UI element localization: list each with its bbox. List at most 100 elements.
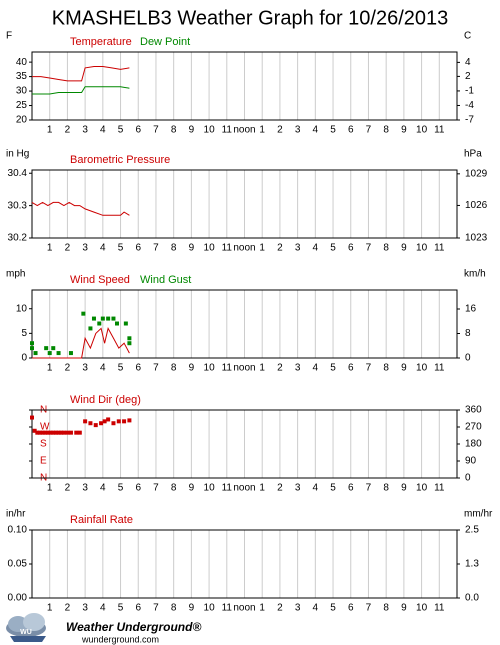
x-tick-label: 6 <box>135 125 141 136</box>
x-tick-label: 11 <box>434 243 445 254</box>
brand: Weather Underground® <box>66 620 201 634</box>
unit-left: in Hg <box>6 149 29 160</box>
x-tick-label: 6 <box>135 483 141 494</box>
x-tick-label: 4 <box>313 483 319 494</box>
unit-right: C <box>464 31 471 42</box>
x-tick-label: 3 <box>82 483 88 494</box>
y-tick-label: 25 <box>16 100 28 111</box>
x-tick-label: 8 <box>383 243 389 254</box>
x-tick-label: 4 <box>100 483 106 494</box>
point <box>97 321 102 326</box>
x-tick-label: 2 <box>277 243 283 254</box>
legend-entry: Wind Speed <box>70 274 130 286</box>
unit-right: km/h <box>464 269 486 280</box>
point <box>77 430 82 435</box>
y-tick-label: 0.00 <box>8 593 28 604</box>
x-tick-label: 9 <box>401 603 407 614</box>
y-tick-label: 10 <box>16 303 28 314</box>
series-line <box>32 66 130 82</box>
y2-tick-label: 270 <box>465 422 482 433</box>
x-tick-label: 10 <box>204 125 216 136</box>
y2-tick-label: -7 <box>465 115 474 126</box>
y-tick-label: 30.4 <box>8 168 28 179</box>
y-tick-label: 0 <box>21 353 27 364</box>
x-tick-label: 5 <box>118 603 124 614</box>
point <box>123 321 128 326</box>
x-tick-label: 3 <box>295 603 301 614</box>
x-tick-label: 1 <box>47 603 53 614</box>
series-line <box>32 327 130 359</box>
x-tick-label: 8 <box>171 243 177 254</box>
x-tick-label: 3 <box>82 363 88 374</box>
x-tick-label: 3 <box>295 363 301 374</box>
x-tick-label: noon <box>233 483 255 494</box>
series-line <box>31 201 130 216</box>
point <box>127 341 132 346</box>
x-tick-label: 7 <box>153 483 159 494</box>
point <box>59 430 64 435</box>
legend-entry: Rainfall Rate <box>70 514 133 526</box>
x-tick-label: 7 <box>153 603 159 614</box>
point <box>51 346 56 351</box>
x-tick-label: 10 <box>416 243 428 254</box>
x-tick-label: 2 <box>65 125 71 136</box>
x-tick-label: 7 <box>153 243 159 254</box>
x-tick-label: 1 <box>259 483 265 494</box>
x-tick-label: 8 <box>383 125 389 136</box>
x-tick-label: 11 <box>434 603 445 614</box>
x-tick-label: 5 <box>330 603 336 614</box>
x-tick-label: 2 <box>65 483 71 494</box>
point <box>44 346 49 351</box>
unit-right: mm/hr <box>464 509 493 520</box>
x-tick-label: 3 <box>82 243 88 254</box>
point <box>127 336 132 341</box>
x-tick-label: 11 <box>222 483 233 494</box>
point <box>48 430 53 435</box>
y2-tick-label: 2.5 <box>465 525 479 536</box>
x-tick-label: 6 <box>348 483 354 494</box>
x-tick-label: 2 <box>65 363 71 374</box>
y2-tick-label: 1026 <box>465 200 488 211</box>
point <box>56 430 61 435</box>
y2-tick-label: 0 <box>465 473 471 484</box>
x-tick-label: 8 <box>171 603 177 614</box>
point <box>81 311 86 316</box>
y2-tick-label: 180 <box>465 439 482 450</box>
x-tick-label: 5 <box>330 243 336 254</box>
x-tick-label: 1 <box>47 363 53 374</box>
y2-tick-label: 1.3 <box>465 559 479 570</box>
point <box>93 423 98 428</box>
brand-url: wunderground.com <box>81 634 159 644</box>
x-tick-label: 10 <box>204 483 216 494</box>
x-tick-label: 2 <box>277 483 283 494</box>
plot-border <box>31 169 458 239</box>
y-tick-label: 35 <box>16 71 28 82</box>
y2-tick-label: 4 <box>465 57 471 68</box>
panel: 1 2 3 4 5 6 7 8 9 10 11 noon 1 2 3 4 5 6 7 8 9 10 112025303540… <box>6 31 474 136</box>
x-tick-label: 8 <box>383 603 389 614</box>
x-tick-label: 3 <box>82 125 88 136</box>
x-tick-label: 7 <box>366 483 372 494</box>
x-tick-label: 10 <box>416 125 428 136</box>
y-tick-label: 30 <box>16 86 28 97</box>
x-tick-label: 2 <box>277 125 283 136</box>
point <box>106 316 111 321</box>
point <box>74 430 79 435</box>
x-tick-label: 7 <box>153 125 159 136</box>
x-tick-label: 8 <box>171 363 177 374</box>
y2-tick-label: 0.0 <box>465 593 479 604</box>
y2-tick-label: 1029 <box>465 168 488 179</box>
point <box>100 316 105 321</box>
unit-left: F <box>6 31 12 42</box>
y2-tick-label: -4 <box>465 100 474 111</box>
x-tick-label: noon <box>233 603 255 614</box>
y-tick-label: 40 <box>16 57 28 68</box>
y-tick-label: 5 <box>21 328 27 339</box>
x-tick-label: 8 <box>383 363 389 374</box>
x-tick-label: 4 <box>313 125 319 136</box>
x-tick-label: 9 <box>189 125 195 136</box>
point <box>35 430 40 435</box>
point <box>43 430 48 435</box>
series-line <box>32 86 130 95</box>
